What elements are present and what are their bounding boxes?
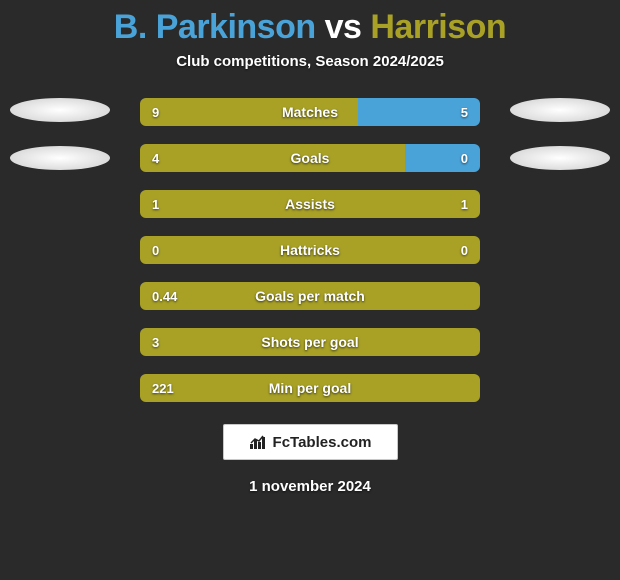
page-title: B. Parkinson vs Harrison	[114, 8, 506, 47]
logo-text: FcTables.com	[273, 434, 372, 451]
stat-bar-bg	[140, 144, 480, 172]
avatar-ellipse	[10, 98, 110, 122]
player1-name: B. Parkinson	[114, 8, 316, 46]
player2-name: Harrison	[370, 8, 506, 46]
stat-value-left: 221	[152, 374, 174, 402]
stat-bar-bg	[140, 190, 480, 218]
stat-row: 40Goals	[140, 144, 480, 172]
stat-value-left: 3	[152, 328, 159, 356]
subtitle: Club competitions, Season 2024/2025	[176, 53, 444, 70]
stat-bar-left-seg	[140, 144, 405, 172]
vs-word: vs	[325, 8, 362, 46]
stat-row: 11Assists	[140, 190, 480, 218]
stat-row: 221Min per goal	[140, 374, 480, 402]
stat-bar-left-seg	[140, 374, 480, 402]
source-logo: FcTables.com	[223, 424, 398, 460]
stat-bar-left-seg	[140, 190, 480, 218]
stat-bar-bg	[140, 98, 480, 126]
date-label: 1 november 2024	[249, 478, 371, 495]
stat-row: 0.44Goals per match	[140, 282, 480, 310]
bars-icon	[249, 434, 269, 450]
stat-bars: 95Matches40Goals11Assists00Hattricks0.44…	[140, 98, 480, 402]
stat-bar-left-seg	[140, 236, 480, 264]
avatar-ellipse	[10, 146, 110, 170]
stat-row: 3Shots per goal	[140, 328, 480, 356]
stat-bar-left-seg	[140, 282, 480, 310]
stat-value-left: 9	[152, 98, 159, 126]
stat-value-left: 0.44	[152, 282, 177, 310]
stat-bar-bg	[140, 328, 480, 356]
stat-value-left: 0	[152, 236, 159, 264]
stat-value-right: 0	[461, 236, 468, 264]
stat-row: 00Hattricks	[140, 236, 480, 264]
avatar-ellipse	[510, 146, 610, 170]
comparison-card: B. Parkinson vs Harrison Club competitio…	[0, 0, 620, 580]
stat-bar-left-seg	[140, 98, 358, 126]
comparison-area: 95Matches40Goals11Assists00Hattricks0.44…	[0, 98, 620, 402]
stat-bar-right-seg	[405, 144, 480, 172]
stat-row: 95Matches	[140, 98, 480, 126]
stat-value-left: 4	[152, 144, 159, 172]
stat-bar-bg	[140, 374, 480, 402]
stat-value-right: 5	[461, 98, 468, 126]
stat-value-right: 0	[461, 144, 468, 172]
left-avatar-placeholders	[10, 98, 110, 194]
stat-bar-bg	[140, 282, 480, 310]
stat-value-right: 1	[461, 190, 468, 218]
avatar-ellipse	[510, 98, 610, 122]
right-avatar-placeholders	[510, 98, 610, 194]
stat-bar-bg	[140, 236, 480, 264]
stat-value-left: 1	[152, 190, 159, 218]
stat-bar-left-seg	[140, 328, 480, 356]
